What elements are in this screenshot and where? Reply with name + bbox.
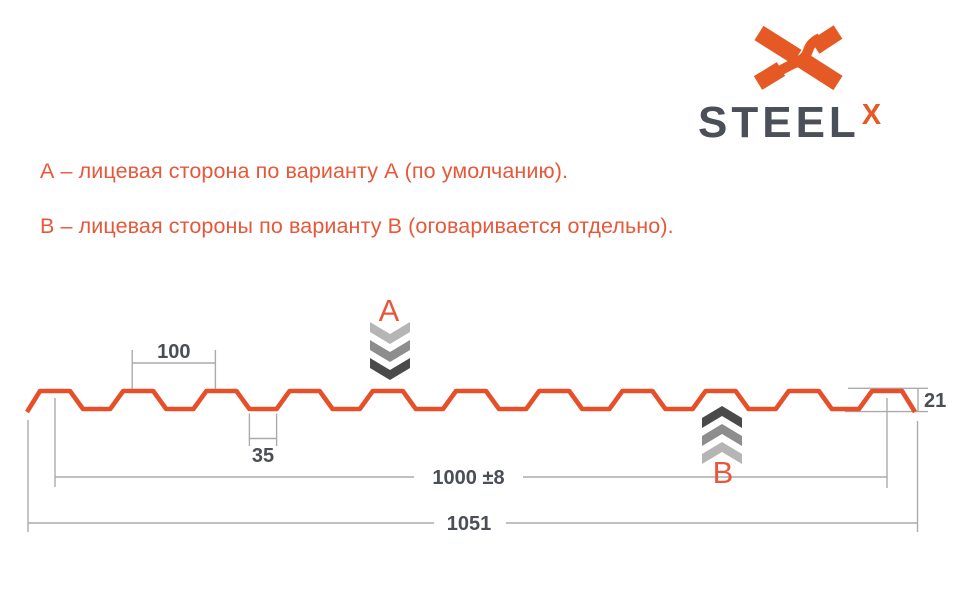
dim-overall-width-value: 1051 bbox=[447, 513, 492, 535]
logo-arm-top-right bbox=[810, 25, 843, 54]
logo-mark-icon bbox=[753, 25, 843, 91]
logo-s-ribbon bbox=[772, 33, 823, 79]
marker-b-label: В bbox=[713, 455, 734, 490]
note-variant-b: В – лицевая стороны по варианту В (огова… bbox=[40, 214, 674, 238]
brand-text: STEEL bbox=[698, 98, 860, 147]
extension-lines bbox=[27, 398, 919, 532]
dim-rib-pitch-value: 100 bbox=[157, 341, 190, 363]
logo-arm-top-left bbox=[754, 25, 802, 65]
dim-overall-width: 1051 bbox=[28, 513, 918, 535]
dim-rib-pitch: 100 bbox=[131, 341, 217, 390]
note-variant-a: А – лицевая сторона по варианту А (по ум… bbox=[40, 159, 569, 183]
marker-a: А bbox=[370, 293, 410, 380]
dim-valley-width-value: 35 bbox=[252, 445, 274, 467]
logo-arm-bottom-right bbox=[797, 52, 843, 91]
chevron-up-icon bbox=[702, 424, 742, 446]
chevron-up-icon bbox=[702, 442, 742, 464]
chevron-down-icon bbox=[370, 322, 410, 344]
chevron-down-icon bbox=[370, 340, 410, 362]
profile-sheet-outline bbox=[25, 388, 917, 414]
brand: STEELX bbox=[698, 98, 928, 147]
dim-working-width-value: 1000 ±8 bbox=[432, 467, 504, 489]
dim-valley-width: 35 bbox=[248, 413, 278, 467]
marker-a-label: А bbox=[379, 293, 400, 328]
chevron-up-icon bbox=[702, 406, 742, 428]
dim-profile-height-value: 21 bbox=[924, 390, 946, 412]
brand-text-sup: X bbox=[861, 99, 882, 131]
marker-b: В bbox=[702, 406, 742, 490]
dim-working-width: 1000 ±8 bbox=[55, 467, 887, 489]
chevron-down-icon bbox=[370, 358, 410, 380]
